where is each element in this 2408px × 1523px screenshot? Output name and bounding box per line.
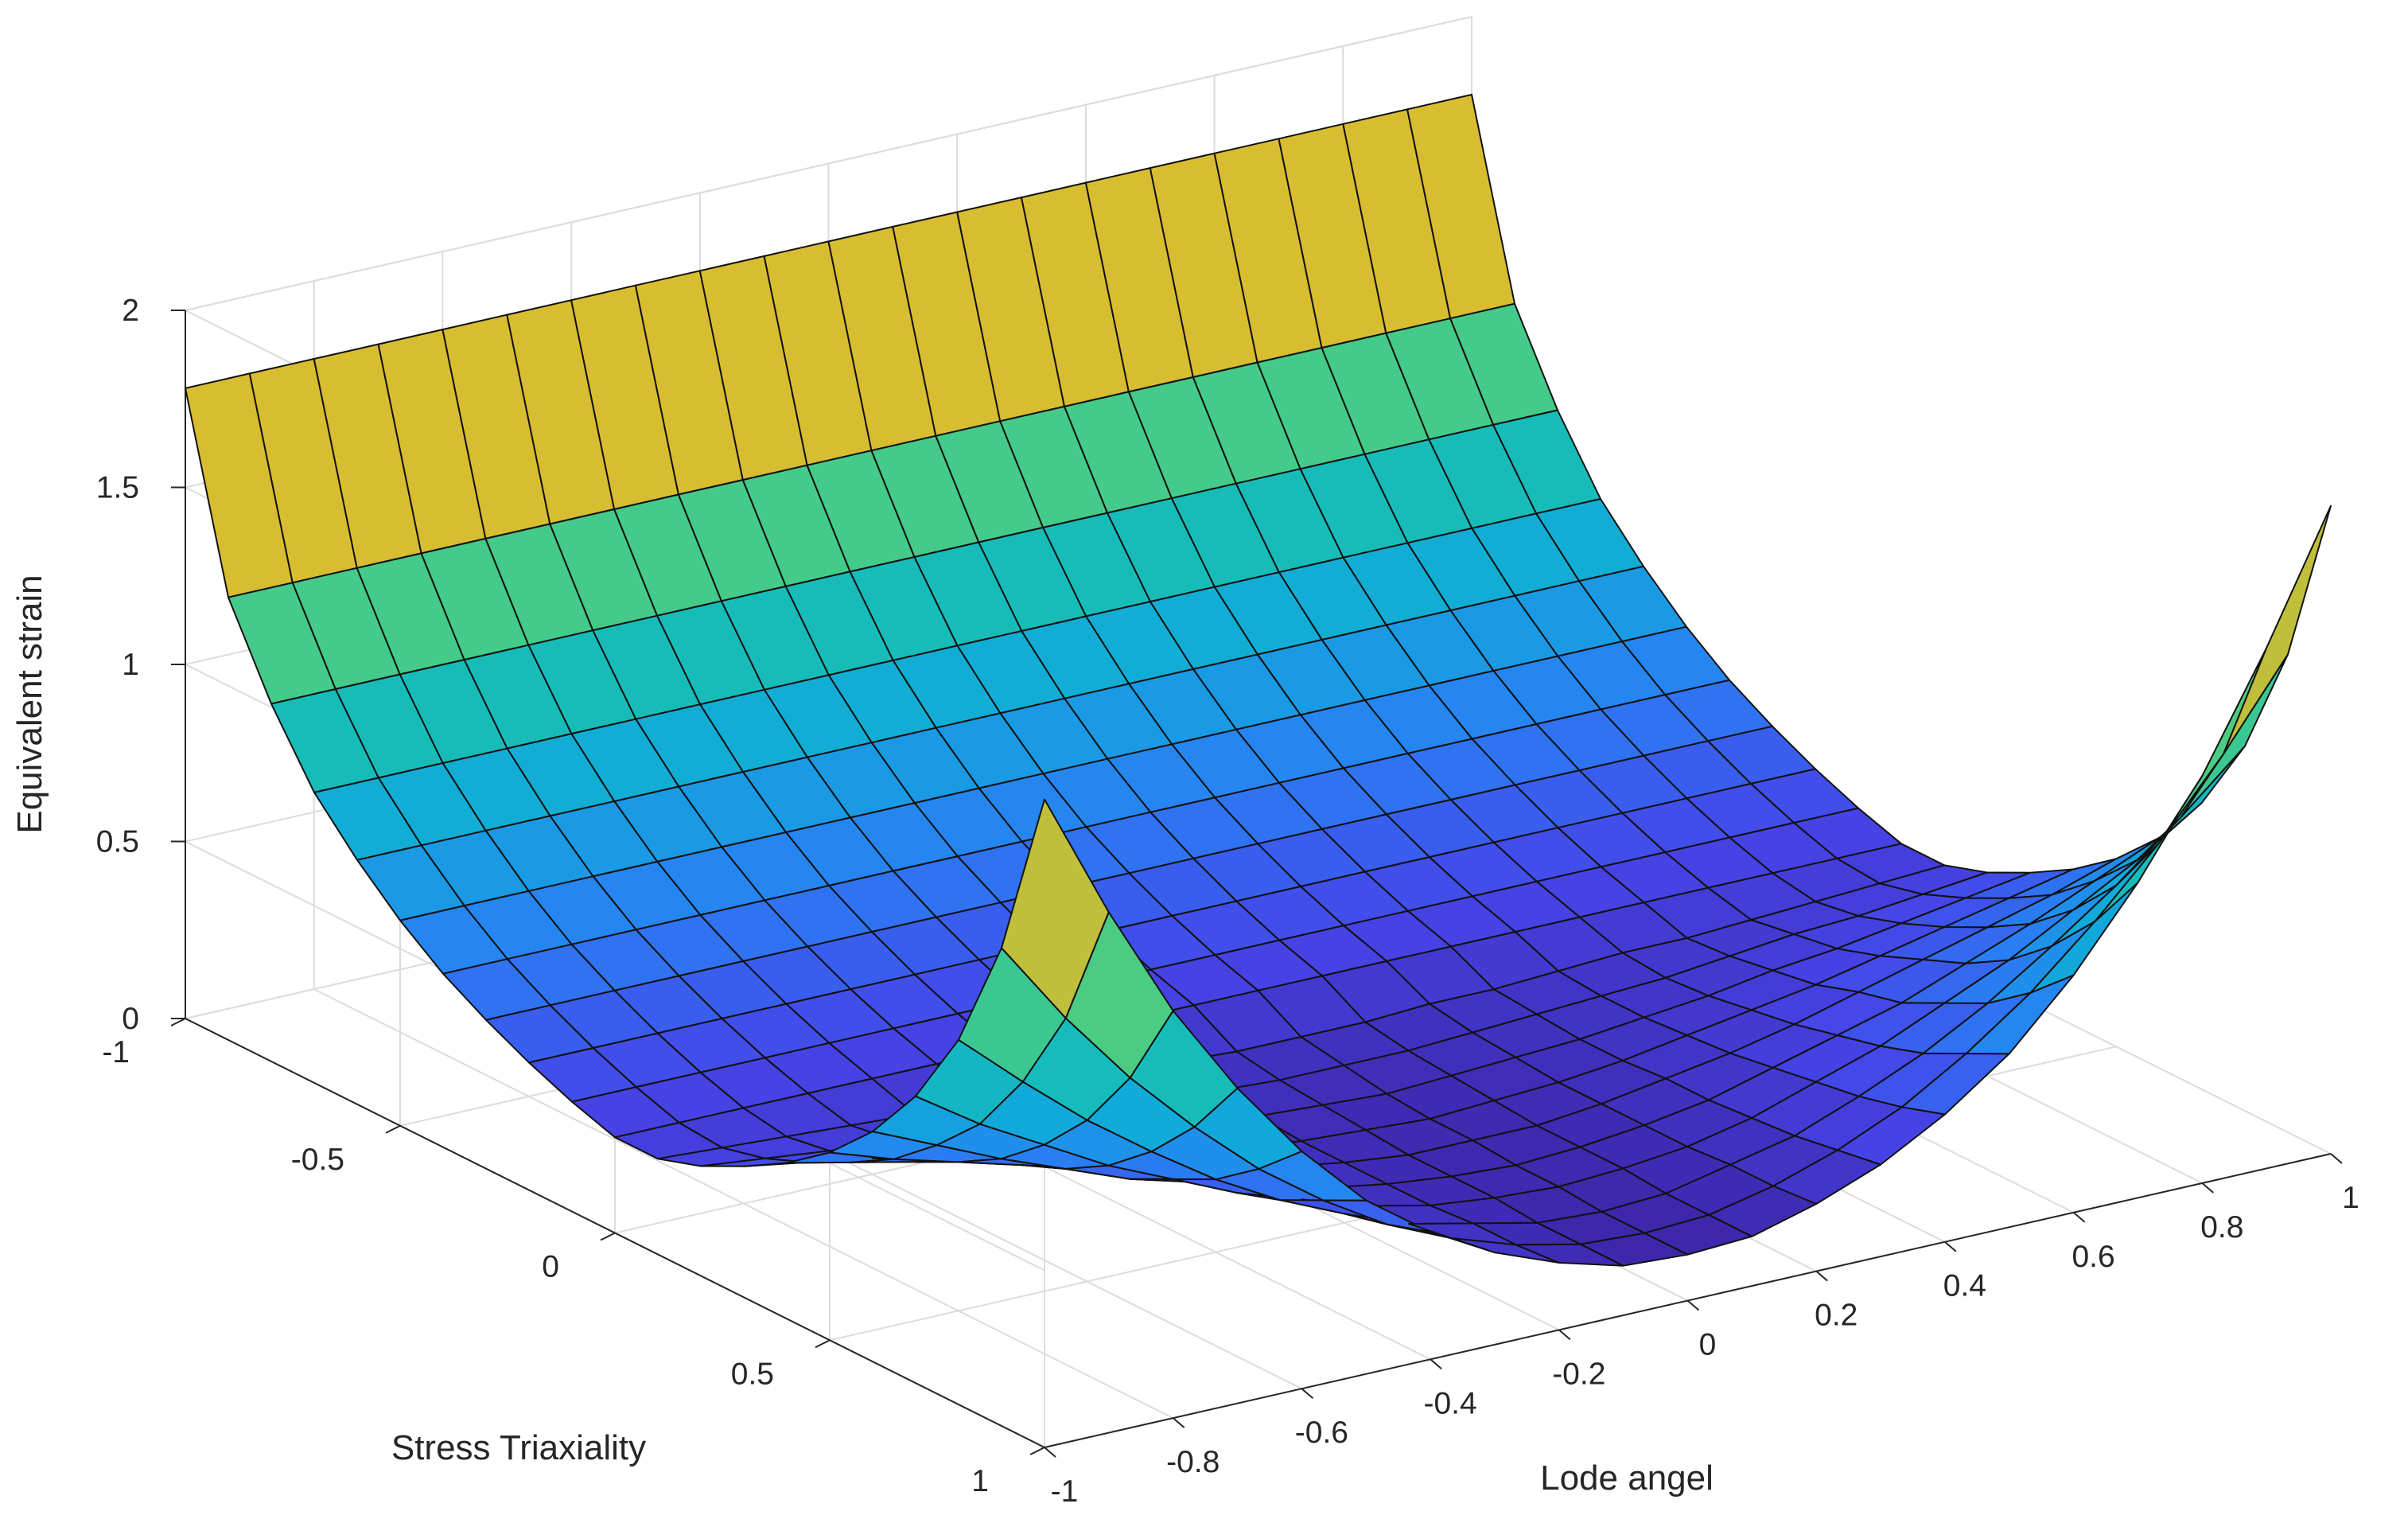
y-axis-label: Stress Triaxiality xyxy=(391,1428,646,1467)
x-tick-mark xyxy=(1686,1299,1700,1311)
x-tick-label: -0.2 xyxy=(1552,1357,1605,1391)
z-tick-label: 0.5 xyxy=(96,825,139,859)
z-tick-label: 0 xyxy=(122,1002,139,1036)
z-tick-label: 2 xyxy=(122,294,139,328)
x-tick-mark xyxy=(2201,1182,2214,1194)
surface-cell xyxy=(2223,504,2332,755)
y-tick-label: 1 xyxy=(971,1464,989,1498)
surface xyxy=(185,93,2332,1267)
x-tick-mark xyxy=(1558,1329,1571,1341)
x-tick-label: 1 xyxy=(2342,1181,2359,1215)
x-tick-mark xyxy=(1944,1241,1957,1252)
x-tick-label: 0.4 xyxy=(1943,1269,1986,1303)
x-tick-label: 0.8 xyxy=(2200,1210,2243,1244)
x-tick-label: 0 xyxy=(1699,1328,1717,1362)
tick-labels: 0 0.5 1 1.5 2 -1 -0.5 0 0.5 1 -1 -0.8 -0.6 -0.4 -0.2 0 0… xyxy=(96,294,2359,1509)
x-tick-mark xyxy=(1044,1447,1056,1458)
y-tick-mark xyxy=(170,1018,186,1026)
surface-cell xyxy=(2158,647,2268,844)
x-tick-mark xyxy=(1173,1417,1185,1428)
y-tick-mark xyxy=(815,1339,831,1349)
x-tick-label: -0.4 xyxy=(1423,1386,1476,1420)
y-tick-label: 0.5 xyxy=(731,1357,774,1391)
x-tick-label: 0.6 xyxy=(2072,1240,2114,1274)
x-axis-label: Lode angel xyxy=(1540,1459,1714,1498)
z-tick-label: 1 xyxy=(122,648,139,682)
y-tick-mark xyxy=(1029,1447,1045,1455)
x-tick-mark xyxy=(1430,1358,1442,1370)
x-tick-mark xyxy=(1815,1270,1828,1282)
y-tick-label: -1 xyxy=(102,1035,130,1069)
axes xyxy=(170,310,2343,1458)
x-tick-label: -0.6 xyxy=(1295,1416,1348,1450)
x-tick-mark xyxy=(2072,1212,2086,1223)
x-tick-label: -1 xyxy=(1051,1474,1079,1509)
z-axis-label: Equivalent strain xyxy=(10,575,49,833)
x-tick-mark xyxy=(2330,1153,2343,1164)
x-tick-label: -0.8 xyxy=(1166,1445,1220,1479)
y-tick-label: -0.5 xyxy=(291,1143,344,1177)
x-tick-mark xyxy=(1301,1388,1314,1399)
y-tick-label: 0 xyxy=(542,1250,559,1284)
y-tick-mark xyxy=(385,1124,401,1134)
x-tick-label: 0.2 xyxy=(1815,1299,1858,1333)
y-tick-mark xyxy=(600,1232,616,1241)
z-tick-label: 1.5 xyxy=(96,471,139,505)
